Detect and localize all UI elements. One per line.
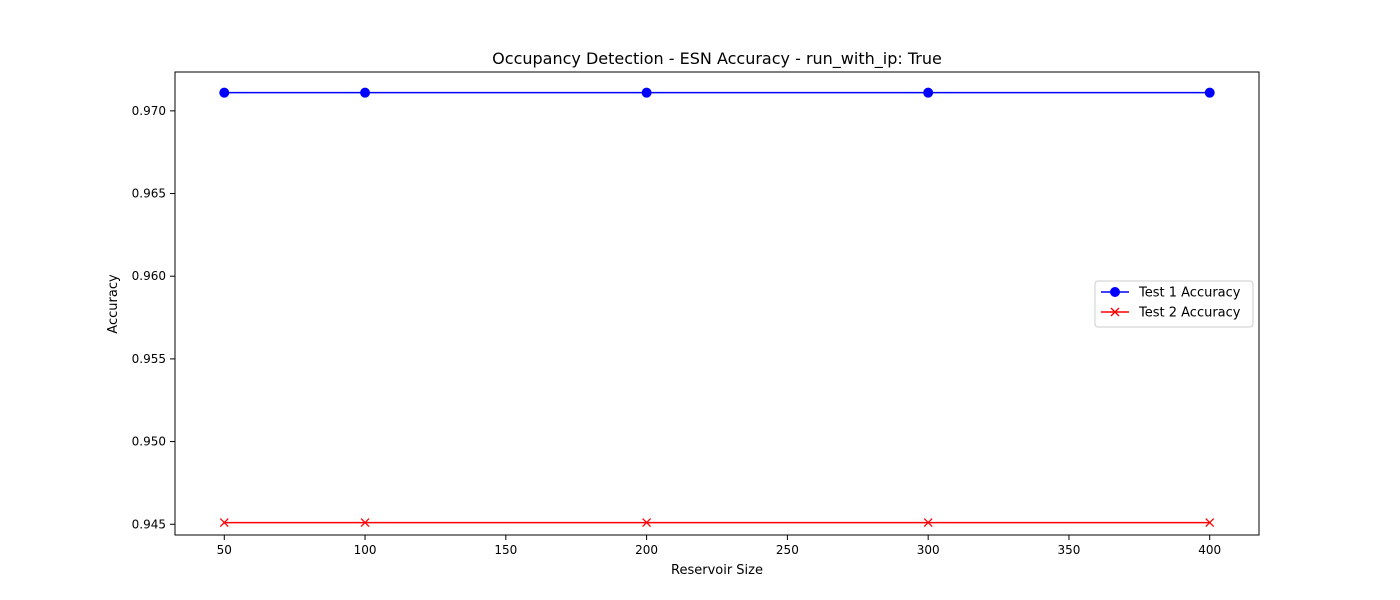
marker-x-stroke [219, 518, 229, 528]
x-tick-label: 50 [217, 543, 232, 557]
marker-x-stroke [1110, 307, 1120, 317]
data-point [1205, 518, 1215, 528]
legend-label: Test 2 Accuracy [1138, 306, 1241, 321]
legend-box [1094, 280, 1254, 328]
x-axis-label: Reservoir Size [671, 563, 763, 578]
y-tick-label: 0.970 [132, 104, 166, 118]
data-point [641, 87, 652, 98]
data-point [1204, 87, 1215, 98]
data-point [923, 518, 933, 528]
x-tick-label: 150 [494, 543, 517, 557]
series-2 [219, 518, 1215, 528]
x-axis-ticks: 50 100 150 200 250 300 350 400 [217, 535, 1221, 557]
legend-item: Test 2 Accuracy [1101, 306, 1241, 321]
data-point [923, 87, 934, 98]
marker-x-stroke [923, 518, 933, 528]
y-tick-label: 0.960 [132, 269, 166, 283]
series-layer [219, 87, 1215, 528]
y-tick-label: 0.955 [132, 352, 166, 366]
y-axis-ticks: 0.945 0.950 0.955 0.960 0.965 0.970 [132, 104, 175, 531]
legend: Test 1 Accuracy Test 2 Accuracy [1094, 280, 1254, 328]
x-tick-label: 300 [917, 543, 940, 557]
data-point [219, 518, 229, 528]
legend-label: Test 1 Accuracy [1138, 286, 1241, 301]
x-tick-label: 400 [1198, 543, 1221, 557]
data-point [642, 518, 652, 528]
legend-marker [1110, 307, 1120, 317]
chart-title: Occupancy Detection - ESN Accuracy - run… [492, 49, 942, 69]
legend-marker [1110, 287, 1120, 297]
marker-x-stroke [1205, 518, 1215, 528]
x-tick-label: 100 [354, 543, 377, 557]
y-tick-label: 0.950 [132, 435, 166, 449]
x-tick-label: 350 [1057, 543, 1080, 557]
data-point [360, 518, 370, 528]
data-point [360, 87, 371, 98]
series-1 [219, 87, 1215, 98]
x-tick-label: 250 [776, 543, 799, 557]
marker-x-stroke [360, 518, 370, 528]
marker-x-stroke [642, 518, 652, 528]
x-tick-label: 200 [635, 543, 658, 557]
plot-area-frame [174, 71, 1260, 536]
y-axis-label: Accuracy [106, 274, 121, 334]
y-tick-label: 0.945 [132, 517, 166, 531]
y-tick-label: 0.965 [132, 187, 166, 201]
data-point [219, 87, 230, 98]
legend-items: Test 1 Accuracy Test 2 Accuracy [1101, 286, 1241, 321]
legend-item: Test 1 Accuracy [1101, 286, 1241, 301]
